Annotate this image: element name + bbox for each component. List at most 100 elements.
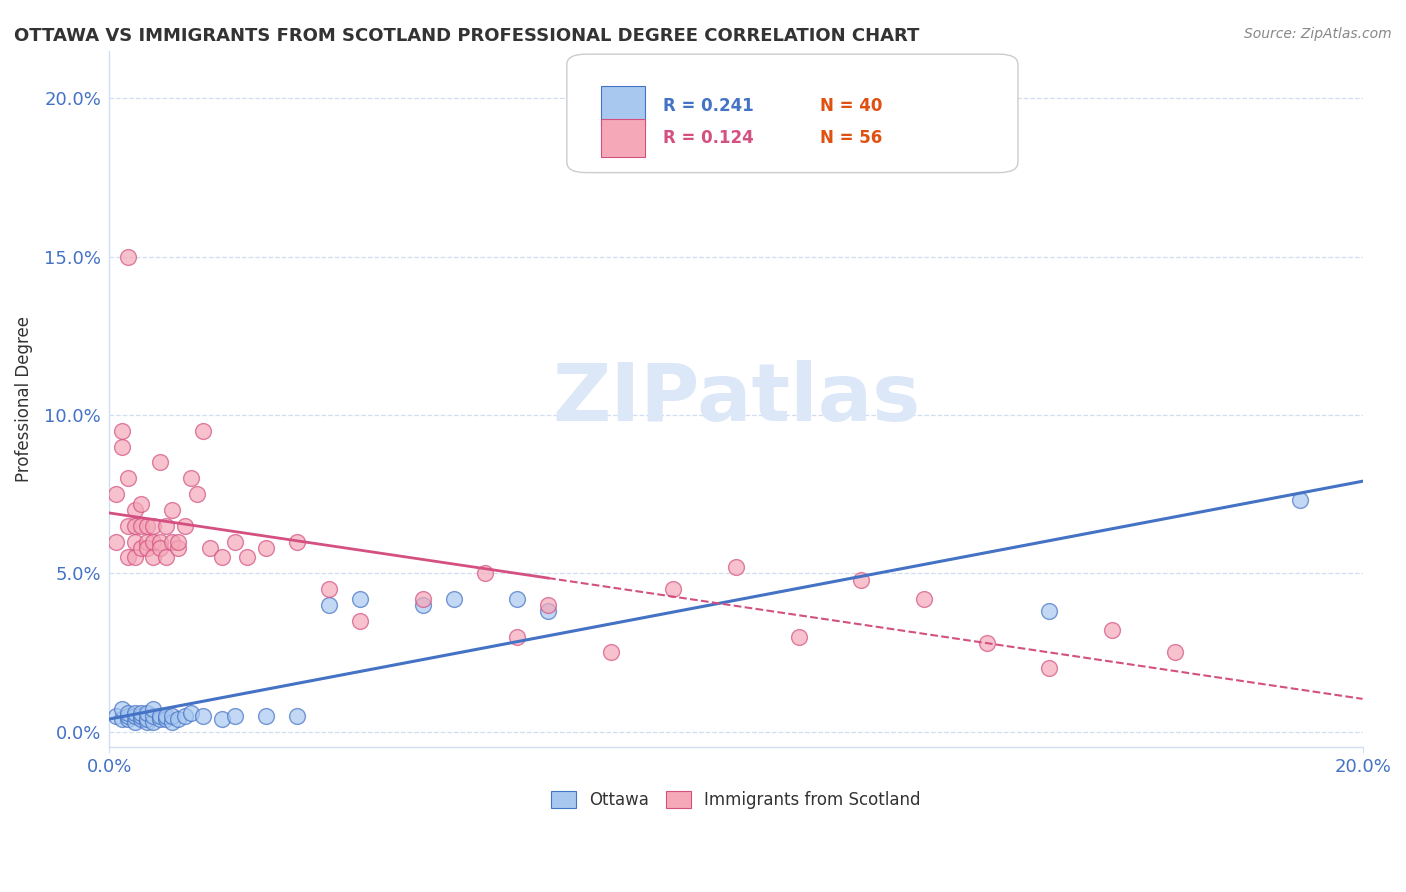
Point (160, 534, 183, 549)
Point (167, 712, 190, 726)
Point (136, 534, 159, 549)
Point (136, 518, 159, 533)
Point (537, 598, 560, 612)
Point (254, 708, 277, 723)
Point (180, 471, 202, 485)
FancyBboxPatch shape (567, 54, 1018, 172)
Point (349, 591, 371, 606)
Point (318, 598, 340, 612)
Point (254, 541, 277, 555)
Point (224, 708, 246, 723)
Text: Source: ZipAtlas.com: Source: ZipAtlas.com (1244, 27, 1392, 41)
Point (111, 712, 134, 726)
Point (1163, 645, 1185, 659)
Point (129, 712, 152, 726)
Point (148, 712, 170, 726)
Point (129, 708, 152, 723)
Point (537, 604, 560, 618)
Point (186, 487, 208, 501)
Point (224, 534, 246, 549)
Point (211, 550, 233, 565)
Point (142, 518, 165, 533)
Point (167, 541, 190, 555)
Point (111, 702, 134, 716)
Legend: Ottawa, Immigrants from Scotland: Ottawa, Immigrants from Scotland (544, 784, 928, 815)
Point (117, 471, 139, 485)
Point (124, 714, 146, 729)
Point (155, 550, 177, 565)
Point (912, 591, 935, 606)
Point (117, 518, 139, 533)
Point (129, 496, 152, 510)
Point (474, 566, 496, 581)
Point (124, 518, 146, 533)
FancyBboxPatch shape (600, 87, 644, 125)
Point (129, 706, 152, 720)
Point (787, 630, 810, 644)
Point (148, 534, 170, 549)
Point (111, 424, 134, 438)
Point (155, 518, 177, 533)
Point (236, 550, 259, 565)
Point (148, 455, 170, 469)
Point (136, 714, 159, 729)
Point (148, 708, 170, 723)
Point (136, 712, 159, 726)
Point (117, 550, 139, 565)
Point (160, 714, 183, 729)
Point (117, 708, 139, 723)
Point (104, 708, 127, 723)
Point (180, 706, 202, 720)
Point (287, 708, 309, 723)
Point (1289, 493, 1312, 508)
Point (167, 534, 190, 549)
Point (412, 591, 434, 606)
Point (155, 708, 177, 723)
Point (1101, 623, 1123, 637)
Point (124, 534, 146, 549)
Point (160, 503, 183, 517)
Point (124, 706, 146, 720)
Point (724, 559, 747, 574)
Point (148, 541, 170, 555)
Point (318, 582, 340, 596)
Point (111, 440, 134, 454)
Text: ZIPatlas: ZIPatlas (553, 360, 920, 438)
Point (124, 708, 146, 723)
FancyBboxPatch shape (600, 119, 644, 157)
Point (117, 706, 139, 720)
Point (136, 706, 159, 720)
Point (142, 708, 165, 723)
Point (443, 591, 465, 606)
Point (1038, 604, 1060, 618)
Point (349, 614, 371, 628)
Point (129, 541, 152, 555)
Point (129, 518, 152, 533)
Point (142, 714, 165, 729)
Point (1038, 661, 1060, 675)
Text: N = 40: N = 40 (820, 96, 883, 114)
Point (117, 250, 139, 264)
Point (142, 702, 165, 716)
Text: OTTAWA VS IMMIGRANTS FROM SCOTLAND PROFESSIONAL DEGREE CORRELATION CHART: OTTAWA VS IMMIGRANTS FROM SCOTLAND PROFE… (14, 27, 920, 45)
Point (193, 424, 215, 438)
Point (506, 591, 529, 606)
Point (124, 550, 146, 565)
Point (104, 487, 127, 501)
Y-axis label: Professional Degree: Professional Degree (15, 316, 32, 482)
Point (155, 712, 177, 726)
Point (104, 534, 127, 549)
Point (506, 630, 529, 644)
Point (662, 582, 685, 596)
Point (198, 541, 221, 555)
Text: R = 0.124: R = 0.124 (664, 128, 754, 147)
Point (211, 712, 233, 726)
Text: N = 56: N = 56 (820, 128, 882, 147)
Point (976, 636, 998, 650)
Point (160, 708, 183, 723)
Point (851, 573, 873, 587)
Point (142, 534, 165, 549)
Point (193, 708, 215, 723)
Point (124, 503, 146, 517)
Point (136, 541, 159, 555)
